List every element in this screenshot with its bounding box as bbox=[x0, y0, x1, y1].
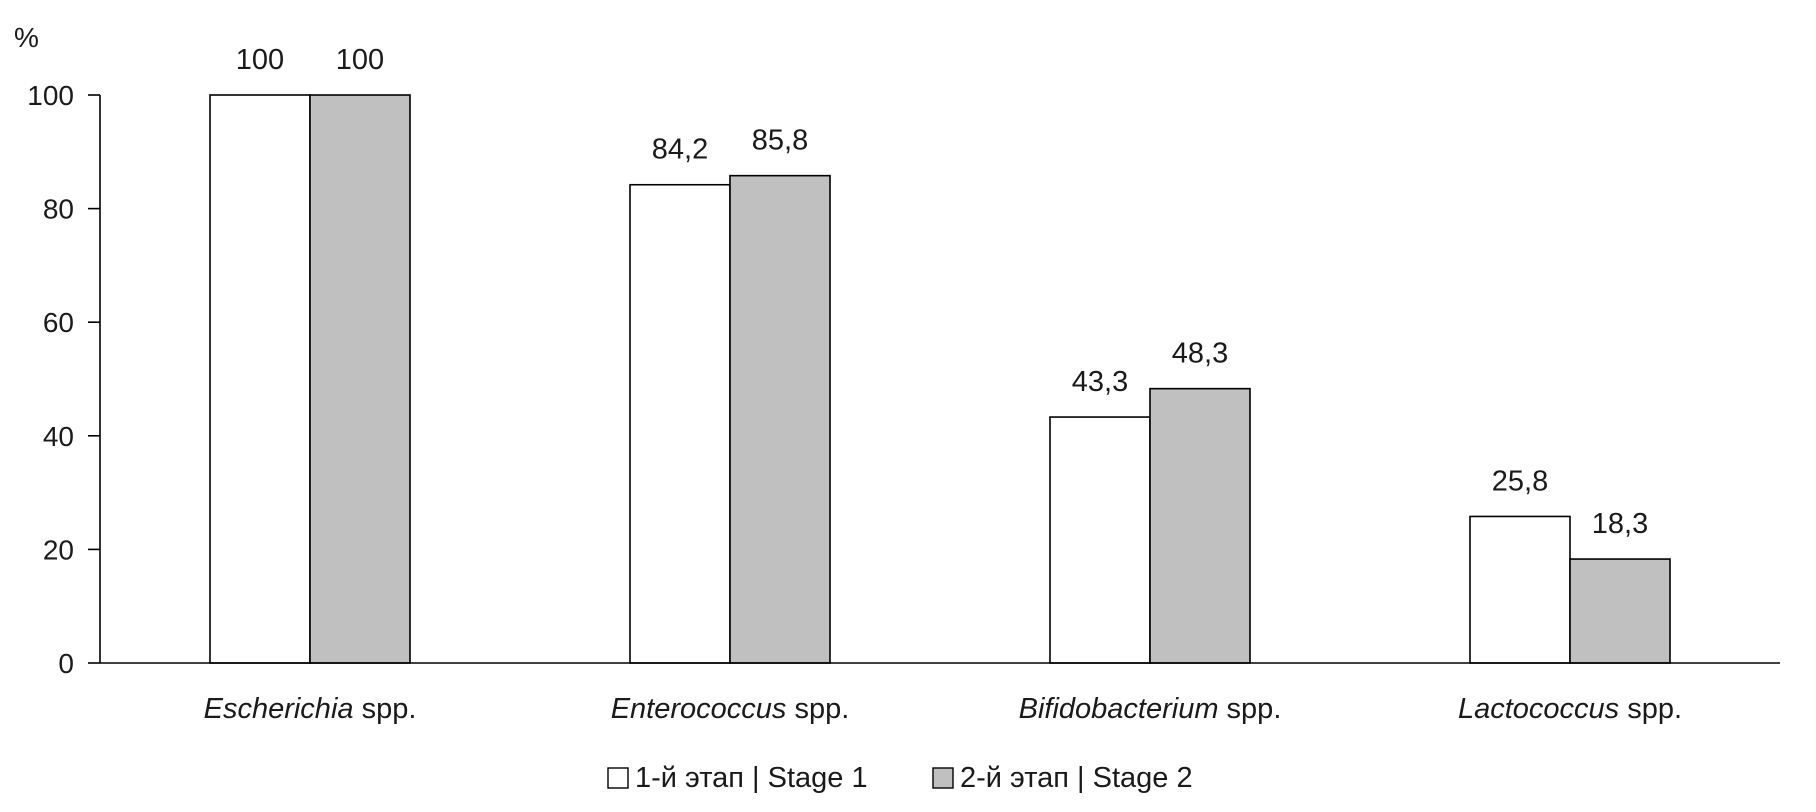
legend-swatch bbox=[932, 767, 954, 789]
bar bbox=[1149, 387, 1251, 664]
bar bbox=[729, 174, 831, 664]
bar bbox=[1569, 558, 1671, 664]
bar-value-label: 43,3 bbox=[1072, 366, 1128, 398]
bar bbox=[309, 94, 411, 664]
bar bbox=[1469, 515, 1571, 664]
y-tick-label: 80 bbox=[43, 194, 74, 225]
bar-value-label: 18,3 bbox=[1592, 508, 1648, 540]
bar-value-label: 84,2 bbox=[652, 134, 708, 166]
bar-value-label: 48,3 bbox=[1172, 338, 1228, 370]
legend: 1-й этап | Stage 1 2-й этап | Stage 2 bbox=[607, 762, 1193, 794]
bar-value-label: 85,8 bbox=[752, 125, 808, 157]
value-labels: 100 100 84,2 85,8 43,3 48,3 25,8 18,3 bbox=[236, 44, 1648, 540]
legend-swatch bbox=[607, 767, 629, 789]
y-axis: 0 20 40 60 80 100 bbox=[27, 80, 101, 679]
bar-value-label: 25,8 bbox=[1492, 465, 1548, 497]
bar bbox=[209, 94, 311, 664]
y-tick-label: 100 bbox=[27, 80, 74, 111]
x-tick-label: Enterococcus spp. bbox=[611, 693, 850, 725]
x-axis: Escherichia spp. Enterococcus spp. Bifidob… bbox=[100, 662, 1780, 725]
x-tick-label: Lactococcus spp. bbox=[1458, 693, 1682, 725]
bar-value-label: 100 bbox=[236, 44, 284, 76]
y-tick-label: 40 bbox=[43, 421, 74, 452]
y-tick-label: 0 bbox=[58, 648, 74, 679]
y-unit-label: % bbox=[14, 22, 39, 53]
x-tick-label: Bifidobacterium spp. bbox=[1019, 693, 1282, 725]
bars bbox=[209, 94, 1671, 664]
bar bbox=[1049, 416, 1151, 664]
bar bbox=[629, 183, 731, 664]
x-tick-label: Escherichia spp. bbox=[204, 693, 417, 725]
y-tick-label: 60 bbox=[43, 307, 74, 338]
bar-value-label: 100 bbox=[336, 44, 384, 76]
y-tick-label: 20 bbox=[43, 534, 74, 565]
legend-label: 1-й этап | Stage 1 bbox=[635, 762, 868, 794]
legend-label: 2-й этап | Stage 2 bbox=[960, 762, 1193, 794]
